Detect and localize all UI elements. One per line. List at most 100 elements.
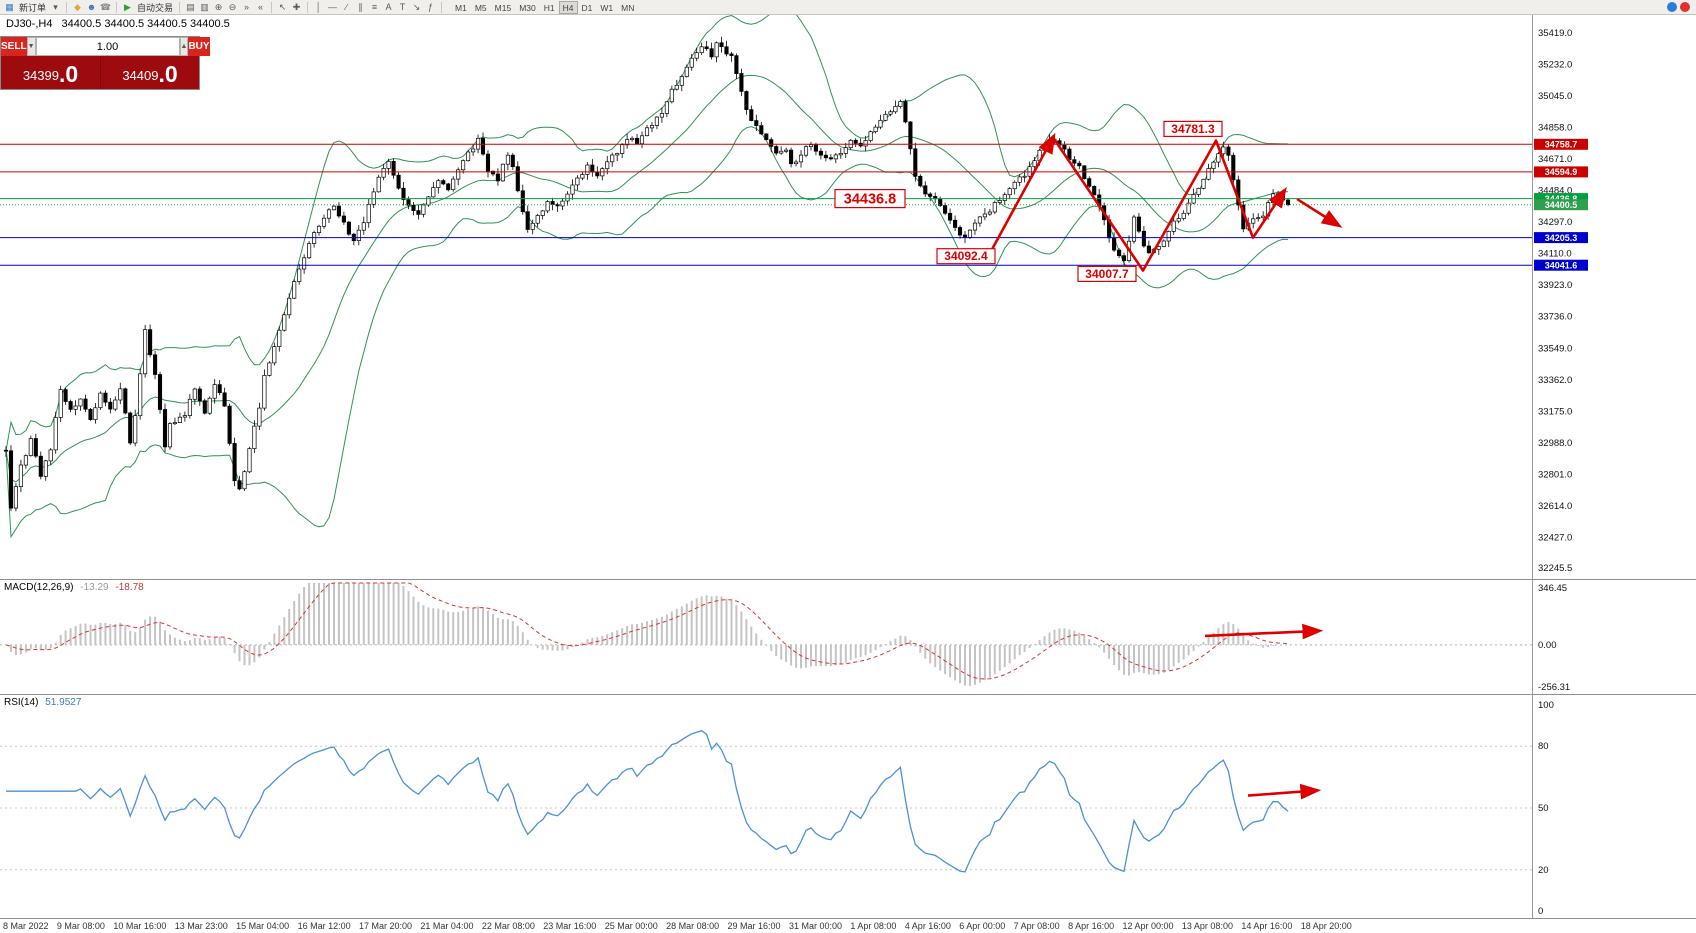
crosshair-icon[interactable]: ✚ (292, 1, 301, 12)
sell-price[interactable]: 34399 .0 (1, 56, 100, 89)
tile-windows-icon[interactable]: ▤ (186, 1, 195, 12)
auto-trading-label[interactable]: 自动交易 (137, 2, 174, 13)
price-chart-panel[interactable]: DJ30-,H4 34400.5 34400.5 34400.5 34400.5… (0, 15, 1696, 579)
time-label: 1 Apr 08:00 (850, 921, 897, 931)
alert-badge[interactable] (1680, 2, 1690, 12)
timeframe-h4[interactable]: H4 (558, 0, 578, 14)
svg-text:34758.7: 34758.7 (1545, 140, 1578, 150)
price-annotation-label[interactable] (834, 189, 906, 209)
time-label: 28 Mar 08:00 (666, 921, 720, 931)
svg-text:35045.0: 35045.0 (1538, 91, 1572, 102)
cursor-icon[interactable]: ↖ (278, 1, 287, 12)
time-label: 25 Mar 00:00 (604, 921, 658, 931)
rsi-line (6, 729, 1289, 873)
fibonacci-icon[interactable]: ≡ (371, 1, 378, 12)
chart-symbol: DJ30-,H4 (6, 18, 53, 30)
chart-ohlc: 34400.5 34400.5 34400.5 34400.5 (61, 18, 230, 30)
price-annotation-label[interactable] (936, 248, 996, 265)
svg-text:100: 100 (1538, 700, 1554, 711)
timeframe-d1[interactable]: D1 (581, 2, 593, 13)
new-chart-icon[interactable]: ▦ (5, 1, 14, 12)
svg-text:32245.5: 32245.5 (1538, 563, 1572, 574)
zoom-in-icon[interactable]: ⊕ (214, 1, 223, 12)
arrows-icon[interactable]: ↘ (412, 1, 421, 12)
macd-panel[interactable]: MACD(12,26,9) -13.29 -18.78 346.45 0.00 -2… (0, 579, 1696, 695)
price-axis-badge (1534, 232, 1588, 244)
rsi-panel[interactable]: RSI(14) 51.9527 100 80 50 20 0 (0, 694, 1696, 919)
price-annotation-label[interactable] (1077, 265, 1137, 282)
timeframe-mn[interactable]: MN (621, 2, 635, 13)
trendline-icon[interactable]: ∕ (345, 1, 348, 12)
buy-button[interactable]: BUY (188, 37, 210, 56)
time-label: 31 Mar 00:00 (788, 921, 842, 931)
volume-increase-button[interactable]: ▲ (179, 37, 189, 56)
svg-text:33736.0: 33736.0 (1538, 312, 1572, 323)
volume-decrease-button[interactable]: ▼ (26, 37, 36, 56)
zoom-out-icon[interactable]: ⊖ (228, 1, 237, 12)
vertical-line-icon[interactable]: │ (315, 1, 322, 12)
channel-icon[interactable]: ∥ (358, 1, 363, 12)
macd-canvas[interactable]: 346.45 0.00 -256.31 (0, 580, 1696, 695)
macd-annotation-arrow[interactable] (1204, 623, 1324, 640)
favorites-icon[interactable]: ◆ (74, 1, 81, 12)
svg-text:346.45: 346.45 (1538, 583, 1567, 594)
time-axis-labels: 8 Mar 2022 9 Mar 08:00 10 Mar 16:00 13 Mar … (0, 919, 1352, 931)
toolbar-separator (179, 1, 181, 13)
bollinger-bands (5, 15, 1289, 539)
contacts-icon[interactable]: ☻ (86, 1, 97, 12)
svg-text:32801.0: 32801.0 (1538, 469, 1572, 480)
timeframe-buttons: M1 M5 M15 M30 H1 H4 D1 W1 MN (451, 0, 638, 14)
time-label: 21 Mar 04:00 (420, 921, 474, 931)
svg-text:34205.3: 34205.3 (1545, 233, 1578, 243)
timeframe-w1[interactable]: W1 (600, 2, 614, 13)
svg-text:-256.31: -256.31 (1538, 682, 1570, 693)
time-label: 23 Mar 16:00 (543, 921, 597, 931)
time-label: 13 Apr 08:00 (1181, 921, 1233, 931)
new-order-label[interactable]: 新订单 (19, 2, 47, 13)
timeframe-m15[interactable]: M15 (494, 2, 512, 13)
price-annotation-label[interactable] (1163, 120, 1223, 138)
toolbar: ▦ 新订单 ▾ ◆ ☻ ☎ ▶ 自动交易 ▤ ▥ ⊕ ⊖ » « ↖ ✚ │ — ∕ ∥ ≡ A T ↘ ƒ M1 M5 M15 M3… (0, 0, 1696, 15)
svg-text:34781.3: 34781.3 (1171, 122, 1215, 136)
label-icon[interactable]: T (399, 1, 406, 12)
support-icon[interactable]: ☎ (99, 1, 112, 12)
svg-text:32427.0: 32427.0 (1538, 532, 1572, 543)
rsi-canvas[interactable]: 100 80 50 20 0 (0, 695, 1696, 919)
svg-text:34110.0: 34110.0 (1538, 249, 1572, 260)
cascade-windows-icon[interactable]: ▥ (200, 1, 209, 12)
price-axis-badge (1534, 193, 1588, 205)
timeframe-h1[interactable]: H1 (543, 2, 555, 13)
svg-text:33549.0: 33549.0 (1538, 343, 1572, 354)
timeframe-m1[interactable]: M1 (455, 2, 467, 13)
sell-button[interactable]: SELL (1, 37, 27, 56)
price-axis-badge (1534, 166, 1588, 178)
toolbar-separator (307, 1, 309, 13)
trend-annotation-arrows[interactable] (986, 132, 1343, 272)
autotrade-play-icon[interactable]: ▶ (124, 1, 131, 12)
svg-text:34092.4: 34092.4 (944, 249, 988, 263)
timeframe-m30[interactable]: M30 (519, 2, 536, 13)
toolbar-separator (271, 1, 273, 13)
volume-input[interactable] (35, 37, 180, 56)
text-icon[interactable]: A (385, 1, 392, 12)
dropdown-caret-icon[interactable]: ▾ (53, 1, 58, 12)
macd-main-value: -13.29 (80, 582, 109, 593)
search-icon[interactable] (1667, 2, 1677, 12)
horizontal-line-icon[interactable]: — (328, 1, 338, 12)
price-chart-canvas[interactable]: 35419.0 35232.0 35045.0 34858.0 34671.0 34484… (0, 15, 1696, 579)
toolbar-separator (66, 1, 68, 13)
svg-text:32988.0: 32988.0 (1538, 438, 1572, 449)
time-label: 13 Mar 23:00 (174, 921, 228, 931)
buy-price[interactable]: 34409 .0 (100, 56, 199, 89)
auto-scroll-icon[interactable]: » (244, 1, 250, 12)
time-axis[interactable]: 8 Mar 2022 9 Mar 08:00 10 Mar 16:00 13 Mar … (0, 918, 1696, 933)
macd-signal-line (5, 582, 1289, 680)
timeframe-m5[interactable]: M5 (474, 2, 487, 13)
one-click-trading-panel: SELL ▼ ▲ BUY 34399 .0 34409 .0 (0, 36, 210, 90)
chart-shift-icon[interactable]: « (258, 1, 264, 12)
svg-text:33923.0: 33923.0 (1538, 280, 1572, 291)
rsi-annotation-arrow[interactable] (1247, 783, 1322, 800)
svg-text:34436.8: 34436.8 (1545, 194, 1578, 204)
price-axis-badge (1534, 259, 1588, 271)
indicators-icon[interactable]: ƒ (428, 1, 434, 12)
